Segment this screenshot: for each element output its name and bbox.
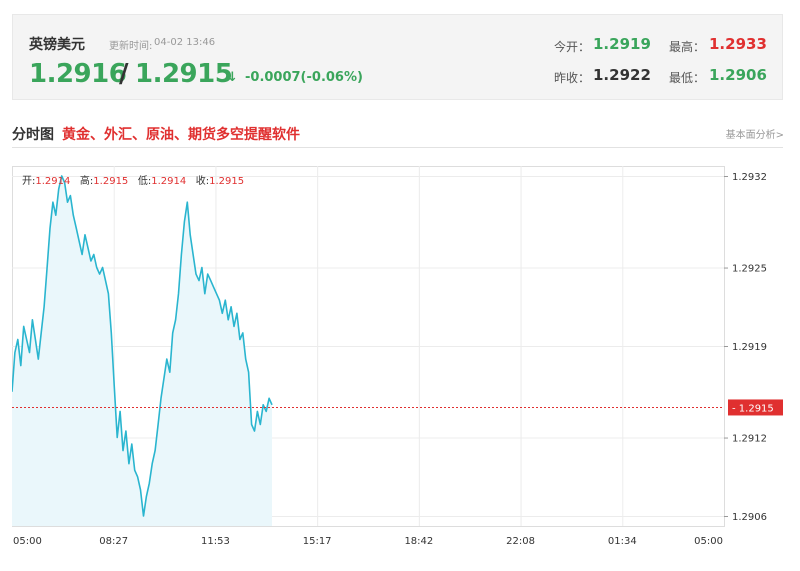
- high-label: 最高：: [669, 40, 706, 54]
- tab-timeshare[interactable]: 分时图: [12, 127, 54, 143]
- series-area-fill: [12, 176, 272, 526]
- update-time: 04-02 13:46: [154, 37, 216, 48]
- high-value: 1.2933: [709, 35, 767, 53]
- ohlc-open: 1.2914: [35, 176, 71, 187]
- prev-close-value: 1.2922: [593, 66, 651, 84]
- y-tick-label: 1.2912: [732, 434, 767, 445]
- y-tick-label: 1.2919: [732, 342, 767, 353]
- update-time-label: 更新时间:: [109, 41, 153, 52]
- open-label: 今开：: [554, 40, 591, 54]
- x-tick-label: 05:00: [694, 536, 723, 547]
- price-change: -0.0007(-0.06%): [245, 70, 363, 85]
- low-label: 最低：: [669, 71, 706, 85]
- open-value: 1.2919: [593, 35, 651, 53]
- y-tick-label: 1.2906: [732, 512, 767, 523]
- current-price-label: - 1.2915: [732, 403, 774, 414]
- chart-canvas: 05:00 08:27 11:53 15:17 18:42 22:08 01:34 05:00…: [12, 166, 783, 547]
- ohlc-high: 1.2915: [93, 176, 129, 187]
- ask-price: 1.2915: [135, 59, 233, 89]
- x-tick-label: 08:27: [99, 536, 128, 547]
- x-tick-label: 11:53: [201, 536, 230, 547]
- x-tick-label: 05:00: [13, 536, 42, 547]
- ohlc-close: 1.2915: [209, 176, 245, 187]
- price-separator: /: [119, 59, 129, 89]
- current-price-tag: [728, 399, 783, 416]
- ohlc-high-label: 高:: [79, 176, 94, 187]
- down-arrow-icon: ↓: [227, 70, 238, 85]
- promo-link[interactable]: 黄金、外汇、原油、期货多空提醒软件: [62, 127, 300, 143]
- bid-price: 1.2916: [29, 59, 127, 89]
- ohlc-open-label: 开:: [22, 176, 36, 187]
- series-line: [12, 175, 273, 517]
- x-tick-label: 18:42: [404, 536, 433, 547]
- quote-panel: 英镑美元 更新时间: 04-02 13:46 1.2916 / 1.2915 ↓…: [12, 14, 783, 100]
- x-tick-label: 01:34: [608, 536, 637, 547]
- fundamental-analysis-link[interactable]: 基本面分析>: [725, 130, 784, 141]
- y-tick-label: 1.2932: [732, 172, 767, 183]
- tab-divider: [12, 147, 783, 148]
- x-tick-label: 15:17: [303, 536, 332, 547]
- y-tick-label: 1.2925: [732, 264, 767, 275]
- intraday-chart: 05:00 08:27 11:53 15:17 18:42 22:08 01:34 05:00…: [12, 160, 783, 560]
- low-value: 1.2906: [709, 66, 767, 84]
- ohlc-readout: 开:1.2914 高:1.2915 低:1.2914 收:1.2915: [22, 172, 244, 187]
- instrument-name: 英镑美元: [29, 37, 85, 53]
- x-tick-label: 22:08: [506, 536, 535, 547]
- prev-close-label: 昨收：: [554, 71, 591, 85]
- ohlc-low: 1.2914: [151, 176, 187, 187]
- ohlc-close-label: 收:: [195, 176, 210, 187]
- ohlc-low-label: 低:: [137, 176, 152, 187]
